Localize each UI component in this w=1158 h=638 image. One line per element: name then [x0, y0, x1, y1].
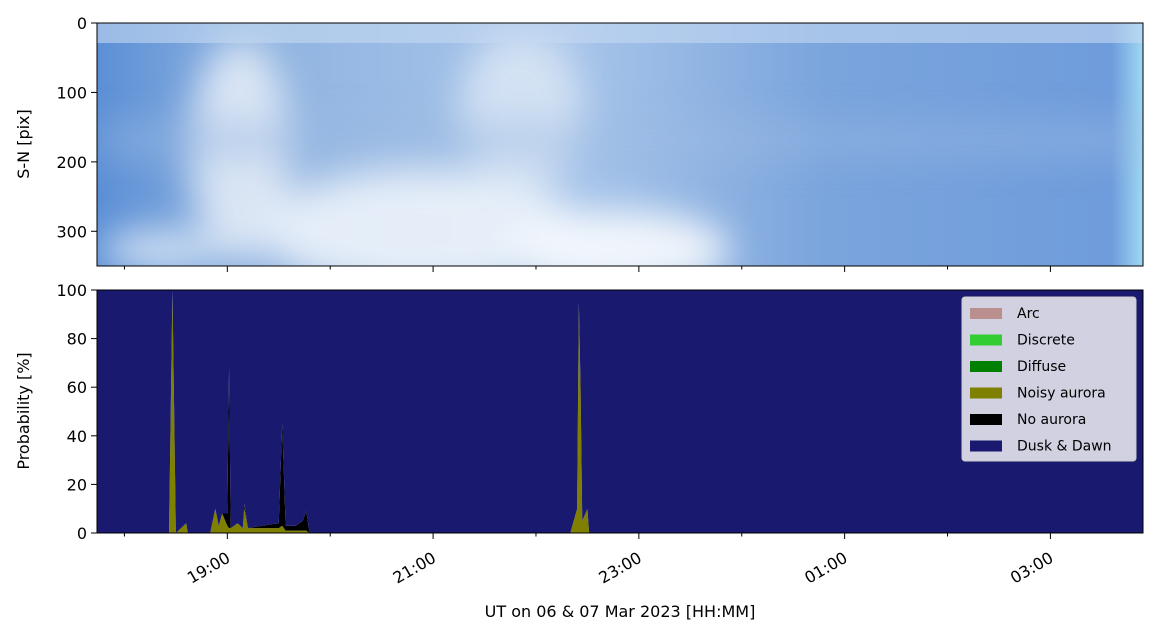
- y-axis-label: Probability [%]: [14, 352, 33, 469]
- y-tick-label: 100: [56, 281, 87, 300]
- legend-swatch: [970, 440, 1002, 452]
- legend-swatch: [970, 361, 1002, 372]
- x-tick-label: 21:00: [390, 548, 439, 588]
- y-tick-label: 60: [67, 378, 87, 397]
- y-tick-label: 0: [77, 14, 87, 33]
- legend-swatch: [970, 387, 1002, 399]
- legend-swatch: [970, 334, 1002, 346]
- y-tick-label: 40: [67, 427, 87, 446]
- axes-frame: [96, 289, 1144, 534]
- legend-label: Dusk & Dawn: [1017, 439, 1112, 455]
- legend-label: Diffuse: [1017, 359, 1066, 375]
- area: [97, 290, 1143, 533]
- legend-swatch: [970, 414, 1002, 425]
- x-tick-label: 01:00: [801, 548, 850, 588]
- x-tick-label: 03:00: [1007, 548, 1056, 588]
- y-tick-label: 20: [67, 475, 87, 494]
- keogram: [97, 23, 1143, 266]
- legend-swatch: [970, 308, 1002, 319]
- y-tick-label: 80: [67, 330, 87, 349]
- x-axis-label: UT on 06 & 07 Mar 2023 [HH:MM]: [485, 602, 756, 621]
- y-axis-label: S-N [pix]: [14, 109, 33, 179]
- y-tick-label: 300: [56, 222, 87, 241]
- y-tick-label: 100: [56, 83, 87, 102]
- axes-frame: [96, 22, 1144, 267]
- legend-label: Noisy aurora: [1017, 386, 1106, 402]
- legend-label: Discrete: [1017, 333, 1075, 349]
- legend-box: [961, 296, 1137, 462]
- y-tick-label: 200: [56, 153, 87, 172]
- x-tick-label: 19:00: [184, 548, 233, 588]
- legend-label: No aurora: [1017, 412, 1086, 428]
- y-tick-label: 0: [77, 524, 87, 543]
- legend-label: Arc: [1017, 306, 1040, 322]
- x-tick-label: 23:00: [595, 548, 644, 588]
